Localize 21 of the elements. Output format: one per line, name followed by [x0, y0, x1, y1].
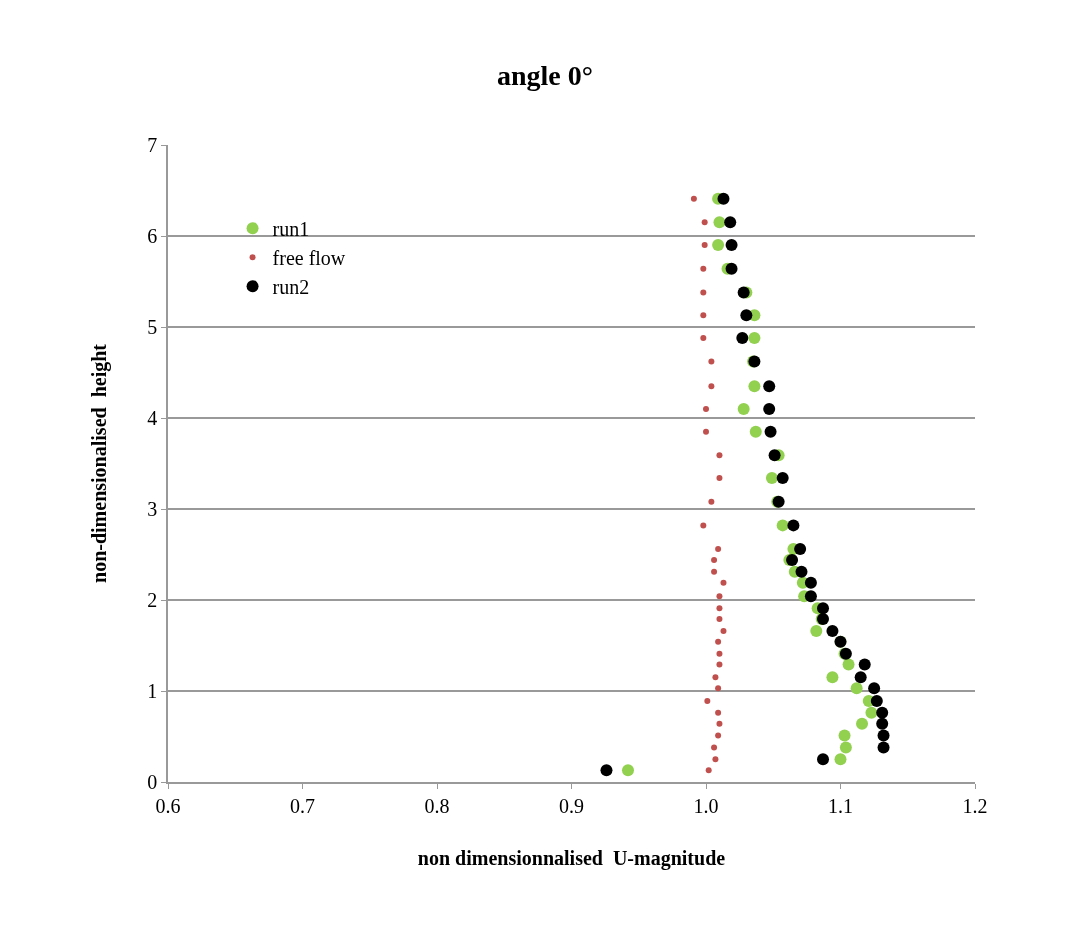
x-tick-label: 0.6 — [155, 794, 181, 817]
y-tick-label: 5 — [147, 316, 158, 338]
legend-label: free flow — [272, 247, 346, 269]
x-tick-label: 1.0 — [693, 794, 719, 817]
y-tick-label: 4 — [147, 407, 158, 429]
y-tick-label: 3 — [147, 498, 158, 520]
y-tick-label: 0 — [147, 771, 158, 793]
x-tick-label: 0.9 — [559, 794, 584, 817]
x-axis-title: non dimensionnalised U-magnitude — [417, 846, 726, 870]
y-tick-label: 6 — [147, 225, 158, 247]
y-tick-label: 1 — [147, 680, 158, 702]
x-tick-label: 1.1 — [828, 794, 853, 817]
x-tick-label: 0.7 — [290, 794, 315, 817]
y-tick-label: 7 — [147, 134, 158, 156]
y-axis-title: non-dimensionalised height — [88, 343, 112, 583]
x-tick-label: 0.8 — [424, 794, 450, 817]
legend-label: run2 — [272, 276, 310, 298]
chart-title: angle 0° — [497, 59, 593, 91]
y-tick-label: 2 — [147, 589, 158, 611]
x-tick-label: 1.2 — [962, 794, 988, 817]
legend-label: run1 — [272, 218, 310, 240]
